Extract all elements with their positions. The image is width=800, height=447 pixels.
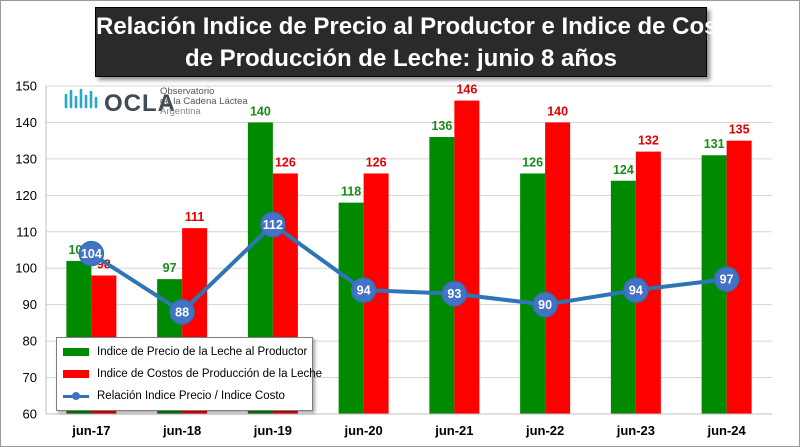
ratio-series-line (90, 222, 727, 314)
cost-value-label: 126 (366, 155, 387, 169)
legend-item-ratio: Relación Indice Precio / Indice Costo (63, 386, 285, 406)
ratio-marker (623, 277, 649, 303)
ocla-wave-icon (64, 88, 98, 109)
logo-line1: Observatorio (160, 86, 215, 97)
y-tick-label: 140 (15, 115, 37, 130)
x-tick-label: jun-18 (162, 423, 201, 438)
legend-swatch-price (63, 348, 89, 356)
legend-label-cost: Indice de Costos de Producción de la Lec… (97, 368, 323, 380)
price-value-label: 118 (341, 185, 361, 199)
ratio-line: 104 88 112 94 93 90 94 97 (78, 211, 740, 325)
ratio-marker (169, 299, 195, 325)
logo-line2: de la Cadena Láctea (160, 96, 248, 107)
chart-title-line2: de Producción de Leche: junio 8 años (184, 45, 618, 72)
cost-value-label: 140 (547, 104, 568, 118)
ocla-logo: OCLA Observatorio de la Cadena Láctea Ar… (64, 87, 248, 117)
legend-label-ratio: Relación Indice Precio / Indice Costo (97, 390, 285, 402)
price-value-label: 140 (250, 104, 271, 118)
y-tick-label: 130 (15, 151, 37, 166)
ratio-marker (713, 266, 740, 292)
legend-swatch-ratio (63, 391, 89, 400)
x-tick-label: jun-22 (525, 423, 564, 438)
ratio-value-label: 94 (629, 284, 643, 298)
chart-title-line1: Relación Indice de Precio al Productor e… (96, 13, 741, 40)
price-value-label: 136 (431, 119, 452, 133)
ratio-value-label: 104 (81, 247, 102, 261)
ratio-marker (260, 211, 286, 238)
ratio-value-label: 97 (720, 273, 734, 287)
legend-swatch-cost (63, 370, 89, 378)
y-tick-label: 120 (15, 188, 37, 203)
ratio-value-label: 90 (538, 298, 552, 312)
logo-line3: Argentina (160, 106, 201, 117)
legend: Indice de Precio de la Leche al Producto… (56, 337, 322, 411)
ratio-marker (350, 277, 377, 303)
logo-subtitle: Observatorio de la Cadena Láctea Argenti… (160, 87, 248, 117)
bar-cost (454, 100, 480, 415)
x-tick-label: jun-19 (253, 423, 292, 438)
x-tick-label: jun-24 (706, 423, 746, 438)
x-axis: jun-17 jun-18 jun-19 jun-20 jun-21 jun-22 jun-… (46, 413, 772, 438)
x-tick-label: jun-20 (343, 423, 382, 438)
legend-item-cost: Indice de Costos de Producción de la Lec… (63, 364, 322, 384)
cost-value-label: 146 (456, 83, 477, 97)
price-value-label: 131 (704, 137, 725, 151)
price-value-label: 97 (163, 261, 177, 275)
y-tick-label: 70 (23, 370, 37, 385)
x-tick-label: jun-21 (434, 423, 473, 438)
bar-price (338, 202, 364, 414)
ratio-marker (78, 240, 105, 267)
ratio-value-label: 88 (175, 305, 189, 319)
y-axis: 60 70 80 90 100 110 120 130 140 150 (15, 79, 47, 422)
x-tick-label: jun-17 (71, 423, 110, 438)
bar-price (429, 137, 455, 414)
ratio-value-label: 93 (447, 287, 461, 301)
ratio-value-label: 94 (357, 284, 371, 298)
legend-label-price: Indice de Precio de la Leche al Producto… (97, 346, 308, 358)
y-tick-label: 100 (15, 261, 37, 276)
y-tick-label: 90 (23, 297, 37, 312)
logo-name: OCLA (104, 90, 176, 117)
y-tick-label: 110 (16, 224, 37, 239)
chart-title: Relación Indice de Precio al Productor e… (95, 7, 741, 77)
cost-value-label: 111 (185, 210, 205, 224)
y-tick-label: 60 (23, 407, 37, 422)
x-tick-label: jun-23 (616, 423, 655, 438)
price-value-label: 126 (522, 155, 543, 169)
cost-value-label: 135 (729, 123, 750, 137)
ratio-marker (532, 291, 558, 318)
ratio-marker (441, 280, 468, 307)
bar-cost (545, 122, 571, 414)
y-tick-label: 80 (23, 334, 37, 349)
ratio-value-label: 112 (263, 218, 283, 232)
y-tick-label: 150 (15, 79, 37, 94)
legend-item-price: Indice de Precio de la Leche al Producto… (63, 342, 307, 362)
cost-value-label: 126 (275, 155, 296, 169)
price-value-label: 124 (613, 163, 634, 177)
cost-value-label: 132 (638, 134, 659, 148)
